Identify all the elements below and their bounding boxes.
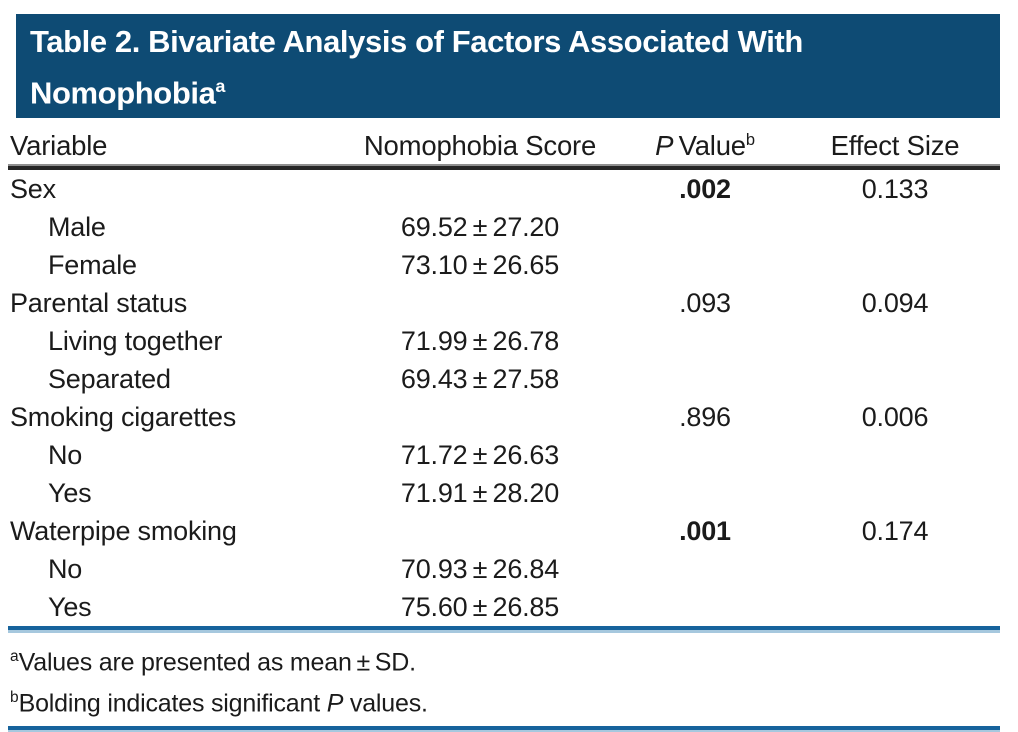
row-effect: 0.006 <box>861 402 929 432</box>
row-variable: Sex <box>10 174 56 204</box>
row-score: 71.72 ± 26.63 <box>400 440 560 470</box>
row-pvalue <box>620 246 790 284</box>
row-variable: Waterpipe smoking <box>10 516 237 546</box>
row-variable: Parental status <box>10 288 188 318</box>
row-pvalue: .093 <box>679 288 731 318</box>
row-score: 70.93 ± 26.84 <box>400 554 560 584</box>
pvalue-italic-p: P <box>655 129 674 161</box>
title-superscript: a <box>215 76 226 96</box>
row-effect <box>790 322 1000 360</box>
row-effect <box>790 360 1000 398</box>
footnote-b-text-pre: Bolding indicates significant <box>18 689 327 718</box>
row-pvalue: .001 <box>679 516 731 546</box>
table-title: Table 2. Bivariate Analysis of Factors A… <box>30 19 976 115</box>
row-score: 71.91 ± 28.20 <box>400 478 560 508</box>
column-header-pvalue: P Valueb <box>620 129 790 161</box>
table-row: Yes 71.91 ± 28.20 <box>8 474 1000 512</box>
footnote-b-italic-p: P <box>326 689 344 718</box>
row-pvalue <box>620 360 790 398</box>
row-variable: Male <box>48 212 106 242</box>
column-header-variable: Variable <box>10 129 108 161</box>
footnote-b-marker: b <box>10 689 19 707</box>
row-variable: Smoking cigarettes <box>10 402 237 432</box>
footnote-a-text: Values are presented as mean ± SD. <box>18 648 416 677</box>
row-pvalue: .002 <box>679 174 731 204</box>
table-bottom-rule <box>8 725 1000 732</box>
row-variable: No <box>48 440 83 470</box>
row-pvalue <box>620 322 790 360</box>
row-variable: Separated <box>48 364 171 394</box>
row-variable: Female <box>48 250 137 280</box>
table-row: Sex .002 0.133 <box>8 170 1000 208</box>
row-score <box>340 284 620 322</box>
row-score: 75.60 ± 26.85 <box>400 592 560 622</box>
row-pvalue <box>620 550 790 588</box>
bivariate-table: Variable Nomophobia Score P Valueb Effec… <box>8 118 1000 732</box>
row-variable: Yes <box>48 478 92 508</box>
row-variable: Living together <box>48 326 223 356</box>
row-score <box>340 398 620 436</box>
footnote-divider-rule <box>8 626 1000 633</box>
row-variable: Yes <box>48 592 92 622</box>
pvalue-superscript: b <box>745 130 755 149</box>
footnotes: aValues are presented as mean ± SD. bBol… <box>8 633 1000 726</box>
footnote-b-text-post: values. <box>343 689 428 718</box>
row-pvalue <box>620 436 790 474</box>
table-row: No 70.93 ± 26.84 <box>8 550 1000 588</box>
footnote-a-marker: a <box>10 648 19 665</box>
row-effect <box>790 550 1000 588</box>
row-score <box>340 512 620 550</box>
row-score: 73.10 ± 26.65 <box>400 250 560 280</box>
row-score <box>340 170 620 208</box>
table-row: Yes 75.60 ± 26.85 <box>8 588 1000 626</box>
table-row: Smoking cigarettes .896 0.006 <box>8 398 1000 436</box>
row-pvalue <box>620 208 790 246</box>
footnote-a: aValues are presented as mean ± SD. <box>10 639 1000 680</box>
table-row: Separated 69.43 ± 27.58 <box>8 360 1000 398</box>
pvalue-label-rest: Value <box>673 129 747 161</box>
column-header-effect: Effect Size <box>830 129 960 161</box>
table-body: Sex .002 0.133 Male 69.52 ± 27.20 Female 73.10… <box>8 170 1000 626</box>
table-row: Waterpipe smoking .001 0.174 <box>8 512 1000 550</box>
table-row: Parental status .093 0.094 <box>8 284 1000 322</box>
row-pvalue: .896 <box>679 402 731 432</box>
row-effect <box>790 436 1000 474</box>
row-score: 71.99 ± 26.78 <box>400 326 560 356</box>
table-row: Male 69.52 ± 27.20 <box>8 208 1000 246</box>
row-effect <box>790 246 1000 284</box>
footnote-b: bBolding indicates significant P values. <box>10 680 1000 721</box>
table-row: Living together 71.99 ± 26.78 <box>8 322 1000 360</box>
row-score: 69.52 ± 27.20 <box>400 212 560 242</box>
row-effect <box>790 208 1000 246</box>
table-row: Female 73.10 ± 26.65 <box>8 246 1000 284</box>
table-title-text: Table 2. Bivariate Analysis of Factors A… <box>30 24 803 111</box>
row-pvalue <box>620 588 790 626</box>
row-effect: 0.174 <box>861 516 929 546</box>
table-row: No 71.72 ± 26.63 <box>8 436 1000 474</box>
table-title-bar: Table 2. Bivariate Analysis of Factors A… <box>16 14 1000 118</box>
row-effect <box>790 588 1000 626</box>
row-pvalue <box>620 474 790 512</box>
header-rule <box>8 164 1000 170</box>
row-effect: 0.133 <box>861 174 929 204</box>
row-effect: 0.094 <box>861 288 929 318</box>
column-header-score: Nomophobia Score <box>363 129 597 161</box>
row-variable: No <box>48 554 83 584</box>
table-header-row: Variable Nomophobia Score P Valueb Effec… <box>8 118 1000 164</box>
row-score: 69.43 ± 27.58 <box>400 364 560 394</box>
row-effect <box>790 474 1000 512</box>
